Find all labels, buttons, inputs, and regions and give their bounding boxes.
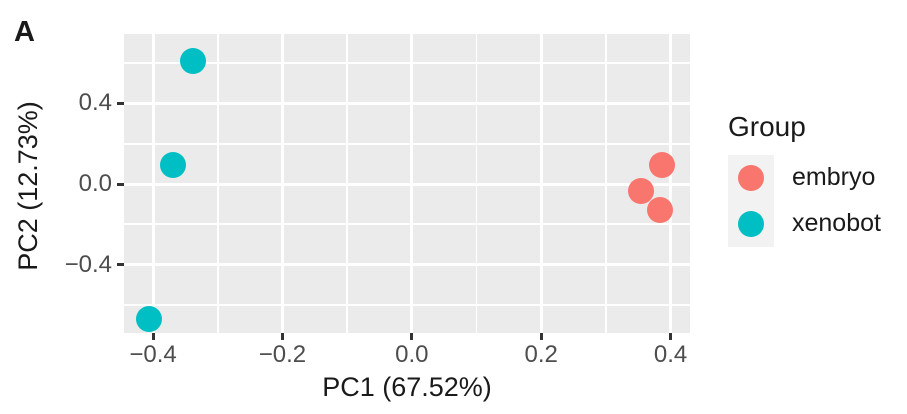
gridline-major-horizontal (124, 182, 690, 186)
y-tick-mark (117, 101, 124, 105)
data-point-xenobot (160, 151, 187, 178)
gridline-minor-horizontal (124, 62, 690, 64)
x-tick-mark (280, 333, 284, 340)
legend-label-xenobot: xenobot (792, 209, 881, 238)
x-tick-label: −0.4 (129, 341, 177, 368)
x-tick-mark (669, 333, 673, 340)
legend-key-background (728, 200, 774, 247)
x-tick-mark (539, 333, 543, 340)
legend-label-embryo: embryo (792, 163, 876, 192)
y-tick-label: −0.4 (64, 250, 112, 278)
y-tick-label: 0.0 (78, 170, 112, 197)
legend-swatch-embryo (738, 164, 764, 191)
x-tick-label: 0.0 (395, 341, 429, 368)
legend-item-embryo[interactable]: embryo (728, 154, 881, 201)
y-tick-mark (117, 263, 124, 267)
data-point-embryo (627, 177, 654, 204)
legend-swatch-xenobot (738, 210, 764, 237)
legend: Group embryo xenobot (728, 111, 881, 247)
gridline-minor-horizontal (124, 223, 690, 226)
y-tick-mark (117, 182, 124, 186)
gridline-major-horizontal (124, 101, 690, 105)
gridline-minor-horizontal (124, 304, 690, 306)
legend-item-xenobot[interactable]: xenobot (728, 200, 881, 247)
panel-label-a: A (14, 16, 35, 48)
data-point-embryo (647, 196, 674, 223)
x-tick-label: −0.2 (258, 341, 307, 368)
legend-key-background (728, 154, 774, 201)
x-tick-label: 0.4 (653, 341, 688, 368)
y-tick-label: 0.4 (78, 89, 112, 117)
x-axis-title: PC1 (67.52%) (322, 372, 492, 402)
legend-entries: embryo xenobot (728, 154, 881, 247)
data-point-xenobot (180, 48, 207, 75)
y-axis-title: PC2 (12.73%) (13, 101, 43, 271)
data-point-xenobot (136, 306, 163, 333)
gridline-minor-horizontal (124, 142, 690, 145)
x-tick-mark (151, 333, 155, 340)
scatter-plot-panel (124, 34, 690, 333)
gridline-major-horizontal (124, 263, 690, 267)
x-tick-label: 0.2 (524, 341, 558, 368)
data-point-embryo (648, 151, 675, 178)
legend-title: Group (728, 111, 806, 142)
x-tick-mark (410, 333, 414, 340)
